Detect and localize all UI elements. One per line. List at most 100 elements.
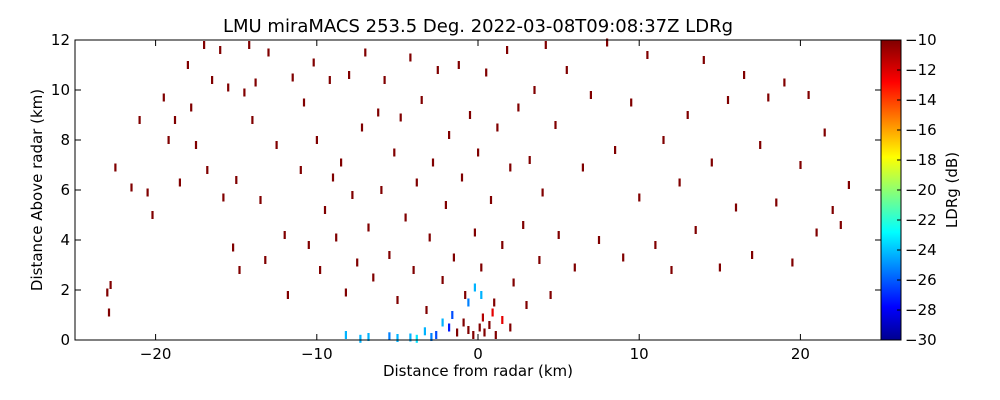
radar-gate-point	[286, 291, 289, 299]
radar-gate-point	[557, 231, 560, 239]
radar-gate-point	[259, 196, 262, 204]
radar-gate-point	[522, 221, 525, 229]
y-axis-label: Distance Above radar (km)	[28, 89, 46, 291]
radar-gate-point	[436, 66, 439, 74]
radar-gate-point	[428, 233, 431, 242]
x-axis-label: Distance from radar (km)	[383, 362, 573, 380]
radar-gate-point	[488, 321, 491, 329]
colorbar-tick-label: −26	[905, 271, 937, 289]
radar-gate-point	[483, 328, 486, 337]
y-tick-label: 4	[60, 231, 70, 249]
radar-gate-point	[388, 332, 391, 341]
radar-gate-point	[472, 331, 475, 339]
radar-gate-point	[396, 296, 399, 304]
radar-gate-point	[718, 263, 721, 272]
radar-gate-point	[759, 141, 762, 149]
radar-gate-point	[367, 223, 370, 232]
chart-title: LMU miraMACS 253.5 Deg. 2022-03-08T09:08…	[223, 16, 733, 37]
radar-gate-point	[275, 141, 278, 149]
radar-gate-point	[264, 256, 267, 264]
radar-gate-point	[489, 196, 493, 204]
radar-gate-point	[380, 186, 383, 194]
radar-gate-point	[823, 128, 826, 137]
radar-gate-point	[232, 243, 235, 252]
radar-gate-point	[430, 333, 433, 341]
radar-gate-point	[597, 236, 601, 244]
radar-gate-point	[359, 334, 362, 343]
radar-gate-point	[435, 331, 438, 339]
radar-gate-point	[734, 203, 738, 212]
y-tick-label: 2	[60, 281, 70, 299]
radar-gate-point	[678, 178, 681, 187]
radar-gate-point	[581, 163, 584, 172]
radar-gate-point	[431, 158, 435, 167]
radar-gate-point	[544, 41, 547, 49]
radar-gate-point	[235, 176, 238, 184]
radar-gate-point	[190, 103, 193, 112]
radar-gate-point	[662, 136, 665, 144]
radar-gate-point	[441, 318, 444, 327]
colorbar-tick-label: −10	[905, 31, 937, 49]
radar-gate-point	[254, 78, 257, 87]
colorbar-tick-label: −12	[905, 61, 937, 79]
radar-gate-point	[485, 68, 488, 77]
radar-gate-point	[452, 253, 455, 262]
radar-gate-point	[473, 283, 476, 292]
radar-gate-point	[467, 298, 470, 307]
radar-gate-point	[480, 263, 483, 272]
radar-gate-point	[775, 198, 778, 207]
radar-gate-point	[448, 131, 451, 139]
radar-gate-point	[512, 278, 515, 287]
radar-gate-point	[473, 228, 476, 237]
colorbar-tick-label: −30	[905, 331, 937, 349]
radar-gate-point	[109, 281, 112, 289]
radar-gate-point	[694, 226, 697, 234]
radar-gate-point	[106, 288, 109, 297]
radar-gate-point	[554, 121, 557, 129]
radar-gate-point	[702, 56, 705, 64]
radar-gate-point	[415, 178, 418, 187]
radar-gate-point	[251, 116, 254, 124]
x-tick-label: −20	[140, 345, 172, 363]
radar-gate-point	[420, 96, 423, 104]
radar-gate-point	[227, 83, 230, 92]
radar-gate-point	[344, 331, 347, 339]
radar-gate-point	[477, 148, 480, 157]
colorbar-tick-label: −14	[905, 91, 937, 109]
radar-gate-point	[409, 53, 412, 62]
radar-gate-point	[383, 76, 386, 84]
radar-gate-point	[178, 178, 181, 187]
y-tick-label: 12	[51, 31, 70, 49]
radar-gate-point	[393, 148, 396, 157]
plot-frame	[74, 39, 882, 341]
colorbar-tick-label: −18	[905, 151, 937, 169]
radar-gate-point	[243, 88, 246, 97]
data-points	[106, 38, 850, 343]
radar-gate-point	[481, 313, 484, 322]
radar-gate-point	[462, 318, 465, 327]
radar-gate-point	[130, 183, 133, 192]
y-tick-label: 0	[60, 331, 70, 349]
x-axis-ticks: −20 −10 0 10 20	[140, 40, 810, 363]
radar-gate-point	[151, 211, 154, 219]
radar-gate-point	[815, 228, 818, 237]
radar-gate-point	[409, 333, 412, 342]
radar-gate-point	[415, 334, 418, 343]
radar-gate-point	[404, 213, 407, 222]
radar-gate-point	[173, 116, 177, 124]
radar-gate-point	[307, 241, 310, 249]
radar-gate-point	[138, 116, 141, 124]
radar-gate-point	[509, 323, 512, 332]
radar-gate-point	[367, 333, 370, 341]
radar-gate-point	[219, 46, 222, 54]
radar-gate-point	[533, 86, 536, 94]
radar-gate-point	[238, 266, 241, 274]
radar-gate-point	[506, 46, 509, 54]
radar-gate-point	[351, 191, 354, 199]
radar-gate-point	[549, 291, 552, 299]
y-tick-label: 8	[60, 131, 70, 149]
y-axis-ticks: 0 2 4 6 8 10 12	[51, 31, 881, 349]
radar-gate-point	[448, 323, 451, 332]
x-tick-label: −10	[301, 345, 333, 363]
